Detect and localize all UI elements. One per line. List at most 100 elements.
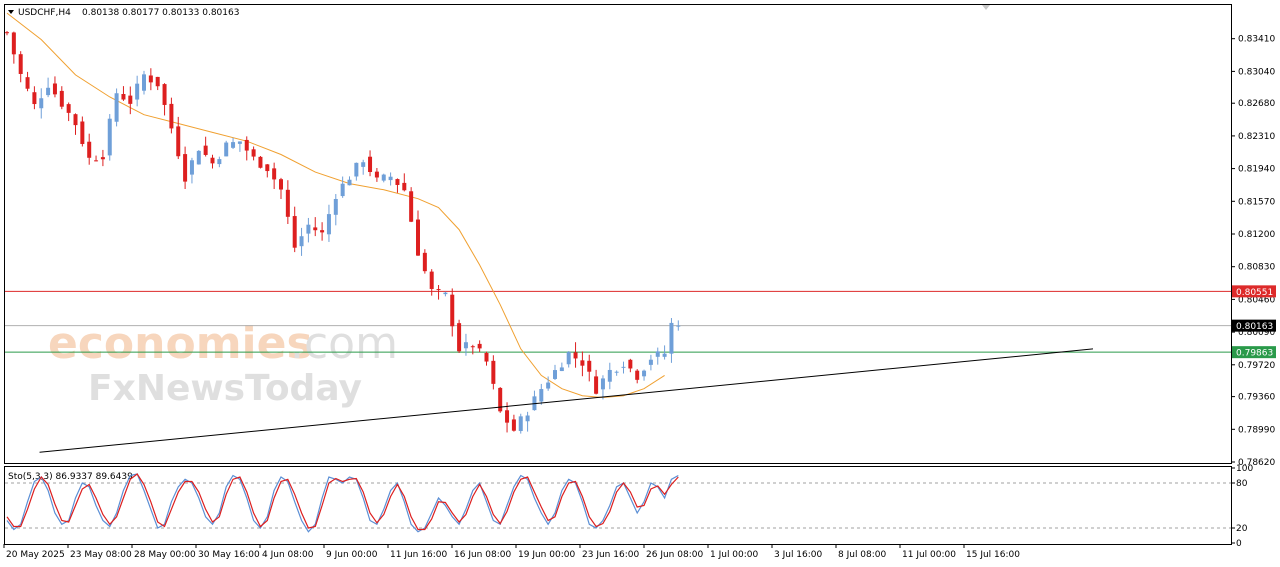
bull-candle (231, 142, 236, 148)
bull-candle (662, 353, 667, 357)
bull-candle (566, 352, 571, 365)
bull-candle (518, 416, 523, 432)
bear-candle (587, 360, 592, 372)
bear-candle (80, 121, 85, 144)
watermark-brand-main: economies (48, 318, 313, 369)
bull-candle (135, 83, 140, 100)
bear-candle (66, 104, 71, 113)
bear-candle (628, 359, 633, 369)
time-tick-label: 15 Jul 16:00 (966, 550, 1020, 560)
price-tick-label: 0.79360 (1238, 393, 1275, 403)
stochastic-layer (5, 473, 1231, 533)
bear-candle (169, 103, 174, 129)
bear-candle (258, 156, 263, 168)
time-tick-label: 28 May 00:00 (134, 550, 196, 560)
bull-candle (39, 98, 44, 109)
bull-candle (107, 118, 112, 156)
bear-candle (436, 289, 441, 291)
bull-candle (546, 382, 551, 389)
ohlc-readout: 0.80138 0.80177 0.80133 0.80163 (82, 8, 239, 18)
bear-candle (59, 90, 64, 107)
bull-candle (525, 415, 530, 422)
bear-candle (292, 216, 297, 248)
stoch-main-line (6, 473, 679, 533)
current-level-value: 0.80163 (1236, 322, 1273, 332)
bull-candle (600, 378, 605, 390)
bull-candle (347, 179, 352, 186)
dropdown-arrow-icon[interactable] (8, 10, 14, 14)
bear-candle (635, 370, 640, 380)
stoch-tick-label: 100 (1236, 464, 1253, 474)
bear-candle (491, 360, 496, 384)
time-tick-label: 30 May 16:00 (198, 550, 260, 560)
bull-candle (443, 292, 448, 295)
stoch-label: Sto(5,3,3) 86.9337 89.6439 (8, 472, 133, 482)
bear-candle (87, 141, 92, 158)
price-tick-label: 0.79720 (1238, 361, 1275, 371)
bear-candle (498, 387, 503, 412)
bear-candle (128, 95, 133, 104)
bear-candle (244, 139, 249, 151)
bear-candle (203, 145, 208, 155)
bear-candle (313, 227, 318, 231)
bear-candle (148, 75, 153, 83)
current-level-tag (1232, 319, 1276, 332)
time-tick-label: 4 Jun 08:00 (262, 550, 314, 560)
bear-candle (251, 149, 256, 157)
bear-candle (320, 230, 325, 233)
bear-candle (18, 54, 23, 74)
bull-candle (142, 74, 146, 91)
bear-candle (594, 376, 599, 394)
bear-candle (210, 157, 215, 164)
moving-average-line (6, 12, 665, 399)
bull-candle (326, 214, 331, 235)
bear-candle (429, 271, 434, 289)
bull-candle (676, 325, 681, 327)
bull-candle (354, 162, 359, 177)
time-tick-label: 23 Jun 16:00 (582, 550, 639, 560)
bull-candle (388, 176, 393, 181)
bear-candle (477, 343, 482, 349)
bear-candle (368, 156, 373, 172)
bear-candle (285, 189, 290, 217)
price-panel-frame (4, 4, 1232, 464)
time-tick-label: 26 Jun 08:00 (646, 550, 703, 560)
bull-candle (196, 150, 201, 165)
support-level-tag (1232, 346, 1276, 359)
bull-candle (333, 198, 338, 215)
bear-candle (100, 157, 105, 160)
time-tick-label: 23 May 08:00 (70, 550, 132, 560)
stoch-panel-frame (4, 466, 1232, 545)
price-tick-label: 0.78990 (1238, 425, 1275, 435)
price-tick-label: 0.82680 (1238, 99, 1275, 109)
bull-candle (648, 359, 653, 365)
stoch-signal-line (6, 473, 679, 531)
bear-candle (272, 168, 277, 180)
bull-candle (361, 162, 366, 167)
bear-candle (409, 191, 414, 222)
time-tick-label: 19 Jun 00:00 (518, 550, 575, 560)
bear-candle (265, 164, 270, 172)
bull-candle (224, 142, 229, 157)
bull-candle (189, 160, 194, 175)
bear-candle (457, 323, 462, 352)
time-tick-label: 16 Jun 08:00 (454, 550, 511, 560)
bear-candle (511, 419, 516, 431)
bull-candle (114, 93, 119, 122)
bull-candle (614, 371, 619, 373)
bear-candle (121, 94, 126, 100)
price-tick-label: 0.81940 (1238, 165, 1275, 175)
bull-candle (642, 370, 647, 377)
bull-candle (217, 159, 222, 165)
bear-candle (484, 352, 489, 362)
bull-candle (607, 369, 612, 382)
bull-candle (381, 174, 386, 181)
level-tags: 0.80551 0.80163 0.79863 (1232, 285, 1276, 359)
moving-average-layer (6, 12, 665, 399)
bull-candle (559, 367, 564, 372)
shift-marker-icon (982, 5, 990, 10)
bear-candle (11, 32, 16, 55)
stoch-tick-label: 80 (1236, 479, 1248, 489)
bull-candle (539, 389, 544, 402)
